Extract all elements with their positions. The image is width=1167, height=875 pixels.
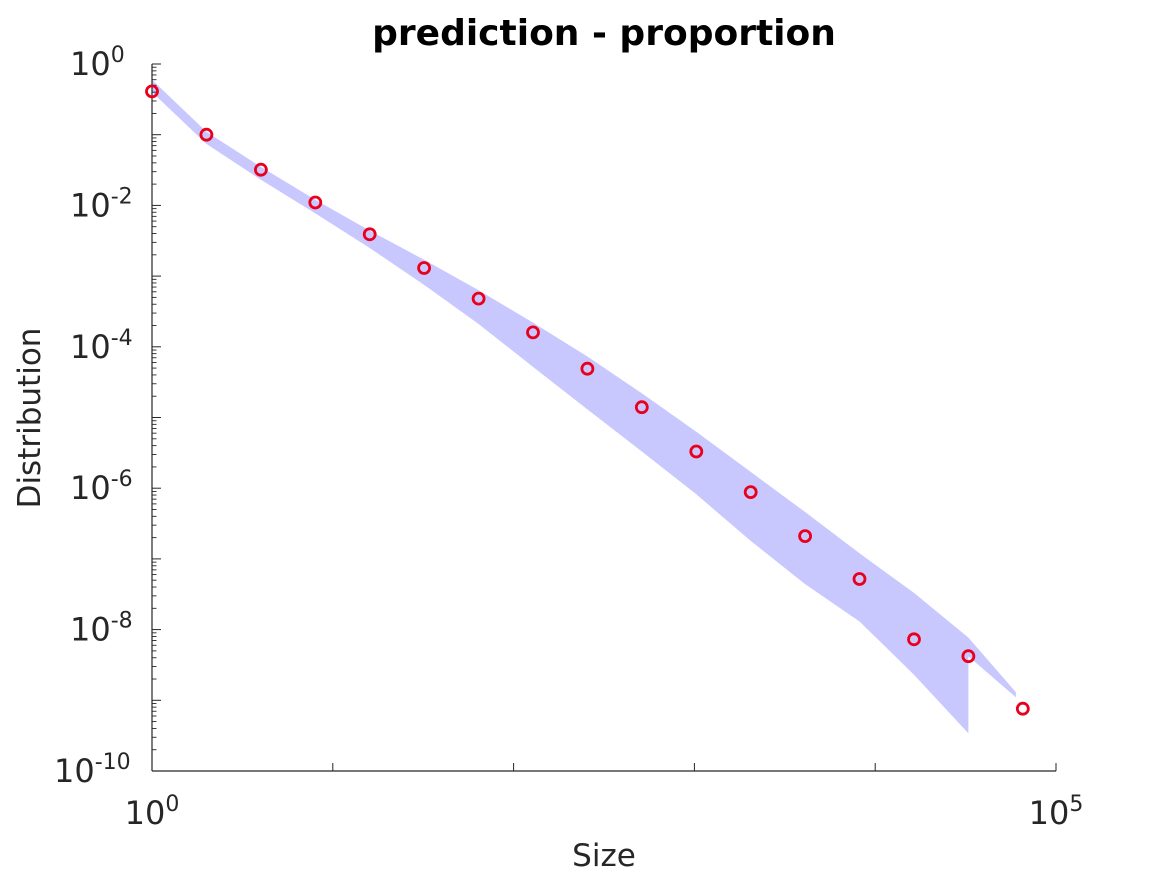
y-tick-label: 10-2 [70, 184, 133, 224]
data-point [798, 529, 812, 543]
x-tick-label: 105 [1029, 792, 1084, 832]
data-point [253, 162, 268, 177]
data-point [526, 325, 540, 340]
y-tick-label: 10-4 [70, 326, 133, 366]
y-tick-label: 10-6 [70, 467, 133, 507]
data-point [689, 444, 704, 459]
prediction-band [152, 79, 1016, 734]
y-axis-label: Distribution [12, 328, 48, 509]
data-points [145, 84, 1030, 716]
data-point [145, 84, 159, 99]
data-point [199, 127, 214, 142]
data-point [580, 361, 595, 376]
data-point [743, 485, 758, 500]
data-point [1015, 701, 1030, 716]
data-point [852, 572, 867, 586]
data-point [308, 195, 323, 210]
chart-title: prediction - proportion [372, 13, 836, 54]
tick-labels: 100 105 100 10-2 10-4 10-6 10-8 10-10 [54, 43, 1083, 832]
data-point [907, 632, 921, 647]
y-tick-label: 100 [70, 43, 125, 83]
data-point [417, 261, 432, 275]
data-point [634, 400, 649, 415]
y-tick-label: 10-10 [54, 750, 131, 790]
x-axis-label: Size [572, 838, 636, 874]
data-point [961, 649, 976, 664]
y-tick-label: 10-8 [70, 609, 133, 649]
x-tick-label: 100 [125, 792, 180, 832]
axis-ticks [151, 63, 1057, 772]
data-point [362, 227, 377, 242]
data-point [471, 291, 486, 306]
confidence-band-layer [152, 79, 1016, 734]
